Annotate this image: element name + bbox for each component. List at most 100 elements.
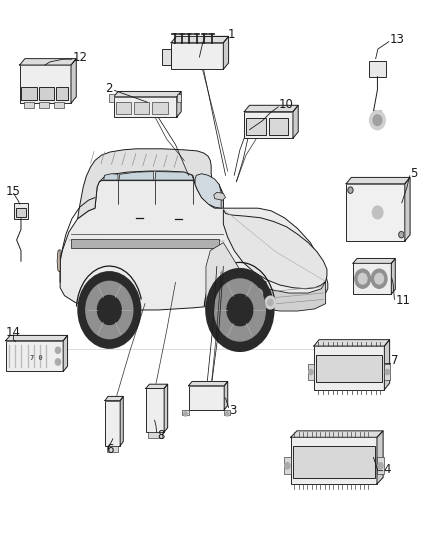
Circle shape: [251, 285, 266, 304]
Polygon shape: [214, 192, 226, 200]
Circle shape: [373, 115, 382, 125]
Bar: [134, 102, 149, 114]
Bar: [20, 65, 71, 103]
Circle shape: [355, 269, 371, 288]
Bar: [16, 208, 26, 216]
Polygon shape: [6, 335, 67, 341]
Bar: [21, 87, 37, 100]
Polygon shape: [78, 149, 223, 219]
Polygon shape: [377, 431, 383, 484]
Polygon shape: [104, 174, 118, 180]
Bar: [110, 94, 114, 102]
Bar: [346, 184, 405, 241]
Polygon shape: [391, 259, 395, 294]
Polygon shape: [314, 340, 390, 346]
Circle shape: [371, 269, 387, 288]
Polygon shape: [261, 281, 325, 311]
Circle shape: [226, 412, 229, 416]
Circle shape: [254, 289, 262, 300]
Bar: [369, 61, 386, 77]
Circle shape: [86, 281, 133, 338]
Bar: [148, 432, 162, 438]
Bar: [353, 263, 391, 294]
Polygon shape: [71, 59, 76, 103]
Circle shape: [215, 279, 265, 341]
Polygon shape: [188, 382, 228, 386]
Polygon shape: [120, 397, 123, 446]
Text: 13: 13: [390, 33, 404, 46]
Bar: [71, 239, 219, 248]
Polygon shape: [164, 384, 168, 432]
Polygon shape: [57, 249, 60, 272]
Polygon shape: [353, 259, 395, 263]
Text: 14: 14: [6, 326, 21, 340]
Polygon shape: [171, 36, 229, 43]
Circle shape: [385, 369, 390, 375]
Circle shape: [227, 294, 253, 326]
Bar: [293, 446, 375, 478]
Circle shape: [372, 206, 383, 219]
Circle shape: [55, 359, 60, 365]
Circle shape: [97, 295, 121, 325]
Text: 10: 10: [279, 98, 294, 111]
Text: 8: 8: [157, 429, 165, 442]
Bar: [114, 97, 177, 117]
Polygon shape: [244, 106, 298, 112]
Text: 5: 5: [410, 167, 418, 180]
Bar: [162, 49, 171, 65]
Bar: [146, 389, 164, 432]
Bar: [56, 87, 67, 100]
Text: 3: 3: [230, 404, 237, 417]
Polygon shape: [385, 340, 390, 390]
Bar: [385, 364, 391, 380]
Text: 15: 15: [6, 185, 21, 198]
Bar: [284, 457, 291, 474]
Polygon shape: [405, 177, 410, 241]
Bar: [152, 102, 168, 114]
Polygon shape: [293, 106, 298, 138]
Bar: [314, 346, 385, 390]
Bar: [183, 410, 188, 415]
Bar: [107, 446, 118, 452]
Polygon shape: [250, 281, 266, 309]
Text: 6: 6: [106, 443, 113, 456]
Circle shape: [55, 347, 60, 353]
Bar: [24, 102, 34, 109]
Text: 12: 12: [72, 51, 87, 63]
Circle shape: [78, 272, 141, 348]
Bar: [6, 341, 63, 372]
Bar: [316, 355, 382, 382]
Bar: [377, 457, 384, 474]
Circle shape: [348, 187, 353, 193]
Circle shape: [399, 231, 404, 238]
Polygon shape: [291, 431, 383, 437]
Polygon shape: [177, 92, 181, 117]
Text: 1: 1: [228, 28, 235, 41]
Bar: [39, 87, 54, 100]
Polygon shape: [223, 36, 229, 69]
Bar: [247, 118, 265, 135]
Polygon shape: [224, 382, 228, 410]
Circle shape: [358, 273, 367, 284]
Circle shape: [375, 273, 384, 284]
Polygon shape: [20, 59, 76, 65]
Polygon shape: [223, 209, 327, 289]
Circle shape: [184, 412, 187, 416]
Text: 4: 4: [384, 463, 391, 475]
Bar: [105, 401, 120, 446]
Bar: [171, 43, 223, 69]
Polygon shape: [119, 172, 154, 180]
Polygon shape: [63, 335, 67, 372]
Circle shape: [206, 269, 274, 351]
Circle shape: [370, 111, 385, 130]
Circle shape: [378, 463, 383, 469]
Polygon shape: [60, 181, 328, 310]
Polygon shape: [195, 174, 221, 208]
Circle shape: [285, 463, 290, 469]
Circle shape: [309, 369, 313, 375]
Text: 7: 7: [391, 354, 399, 367]
Text: 7 0: 7 0: [30, 354, 42, 361]
Text: 2: 2: [105, 83, 113, 95]
Bar: [14, 203, 28, 219]
Polygon shape: [114, 92, 181, 97]
